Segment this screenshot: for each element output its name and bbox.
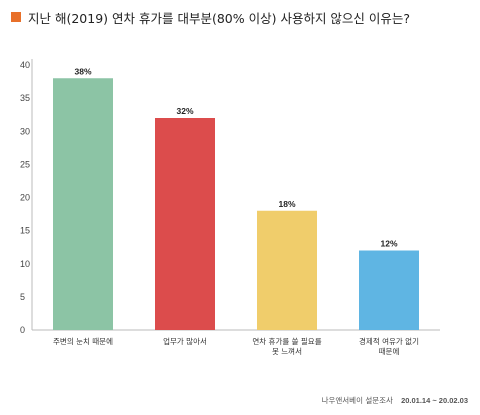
x-category-label: 못 느껴서 xyxy=(272,346,302,356)
x-category-label: 때문에 xyxy=(379,346,400,356)
x-category-label: 주변의 눈치 때문에 xyxy=(53,336,113,346)
title-marker xyxy=(11,12,21,22)
y-tick-label: 40 xyxy=(20,60,30,70)
bar-value-label: 32% xyxy=(176,106,193,116)
y-tick-label: 30 xyxy=(20,126,30,136)
chart-title: 지난 해(2019) 연차 휴가를 대부분(80% 이상) 사용하지 않으신 이… xyxy=(28,10,411,26)
y-tick-label: 20 xyxy=(20,193,30,203)
bar xyxy=(257,210,317,330)
bar xyxy=(359,250,419,330)
footer-source: 나우앤서베이 설문조사 xyxy=(321,396,393,405)
y-tick-label: 0 xyxy=(20,325,25,335)
footer: 나우앤서베이 설문조사 20.01.14 ~ 20.02.03 xyxy=(322,388,468,407)
x-category-label: 업무가 많아서 xyxy=(163,336,207,346)
y-tick-label: 5 xyxy=(20,292,25,302)
y-tick-label: 35 xyxy=(20,93,30,103)
footer-period: 20.01.14 ~ 20.02.03 xyxy=(401,396,468,405)
bar xyxy=(53,78,113,330)
bar-value-label: 18% xyxy=(278,199,295,209)
y-tick-label: 25 xyxy=(20,159,30,169)
bar-value-label: 38% xyxy=(74,66,91,76)
x-category-label: 경제적 여유가 없기 xyxy=(359,336,419,346)
chart-title-row: 지난 해(2019) 연차 휴가를 대부분(80% 이상) 사용하지 않으신 이… xyxy=(11,7,410,27)
y-tick-label: 15 xyxy=(20,226,30,236)
bar xyxy=(155,118,215,330)
x-category-label: 연차 휴가를 쓸 필요를 xyxy=(252,336,321,346)
y-tick-label: 10 xyxy=(20,259,30,269)
bar-value-label: 12% xyxy=(380,239,397,249)
